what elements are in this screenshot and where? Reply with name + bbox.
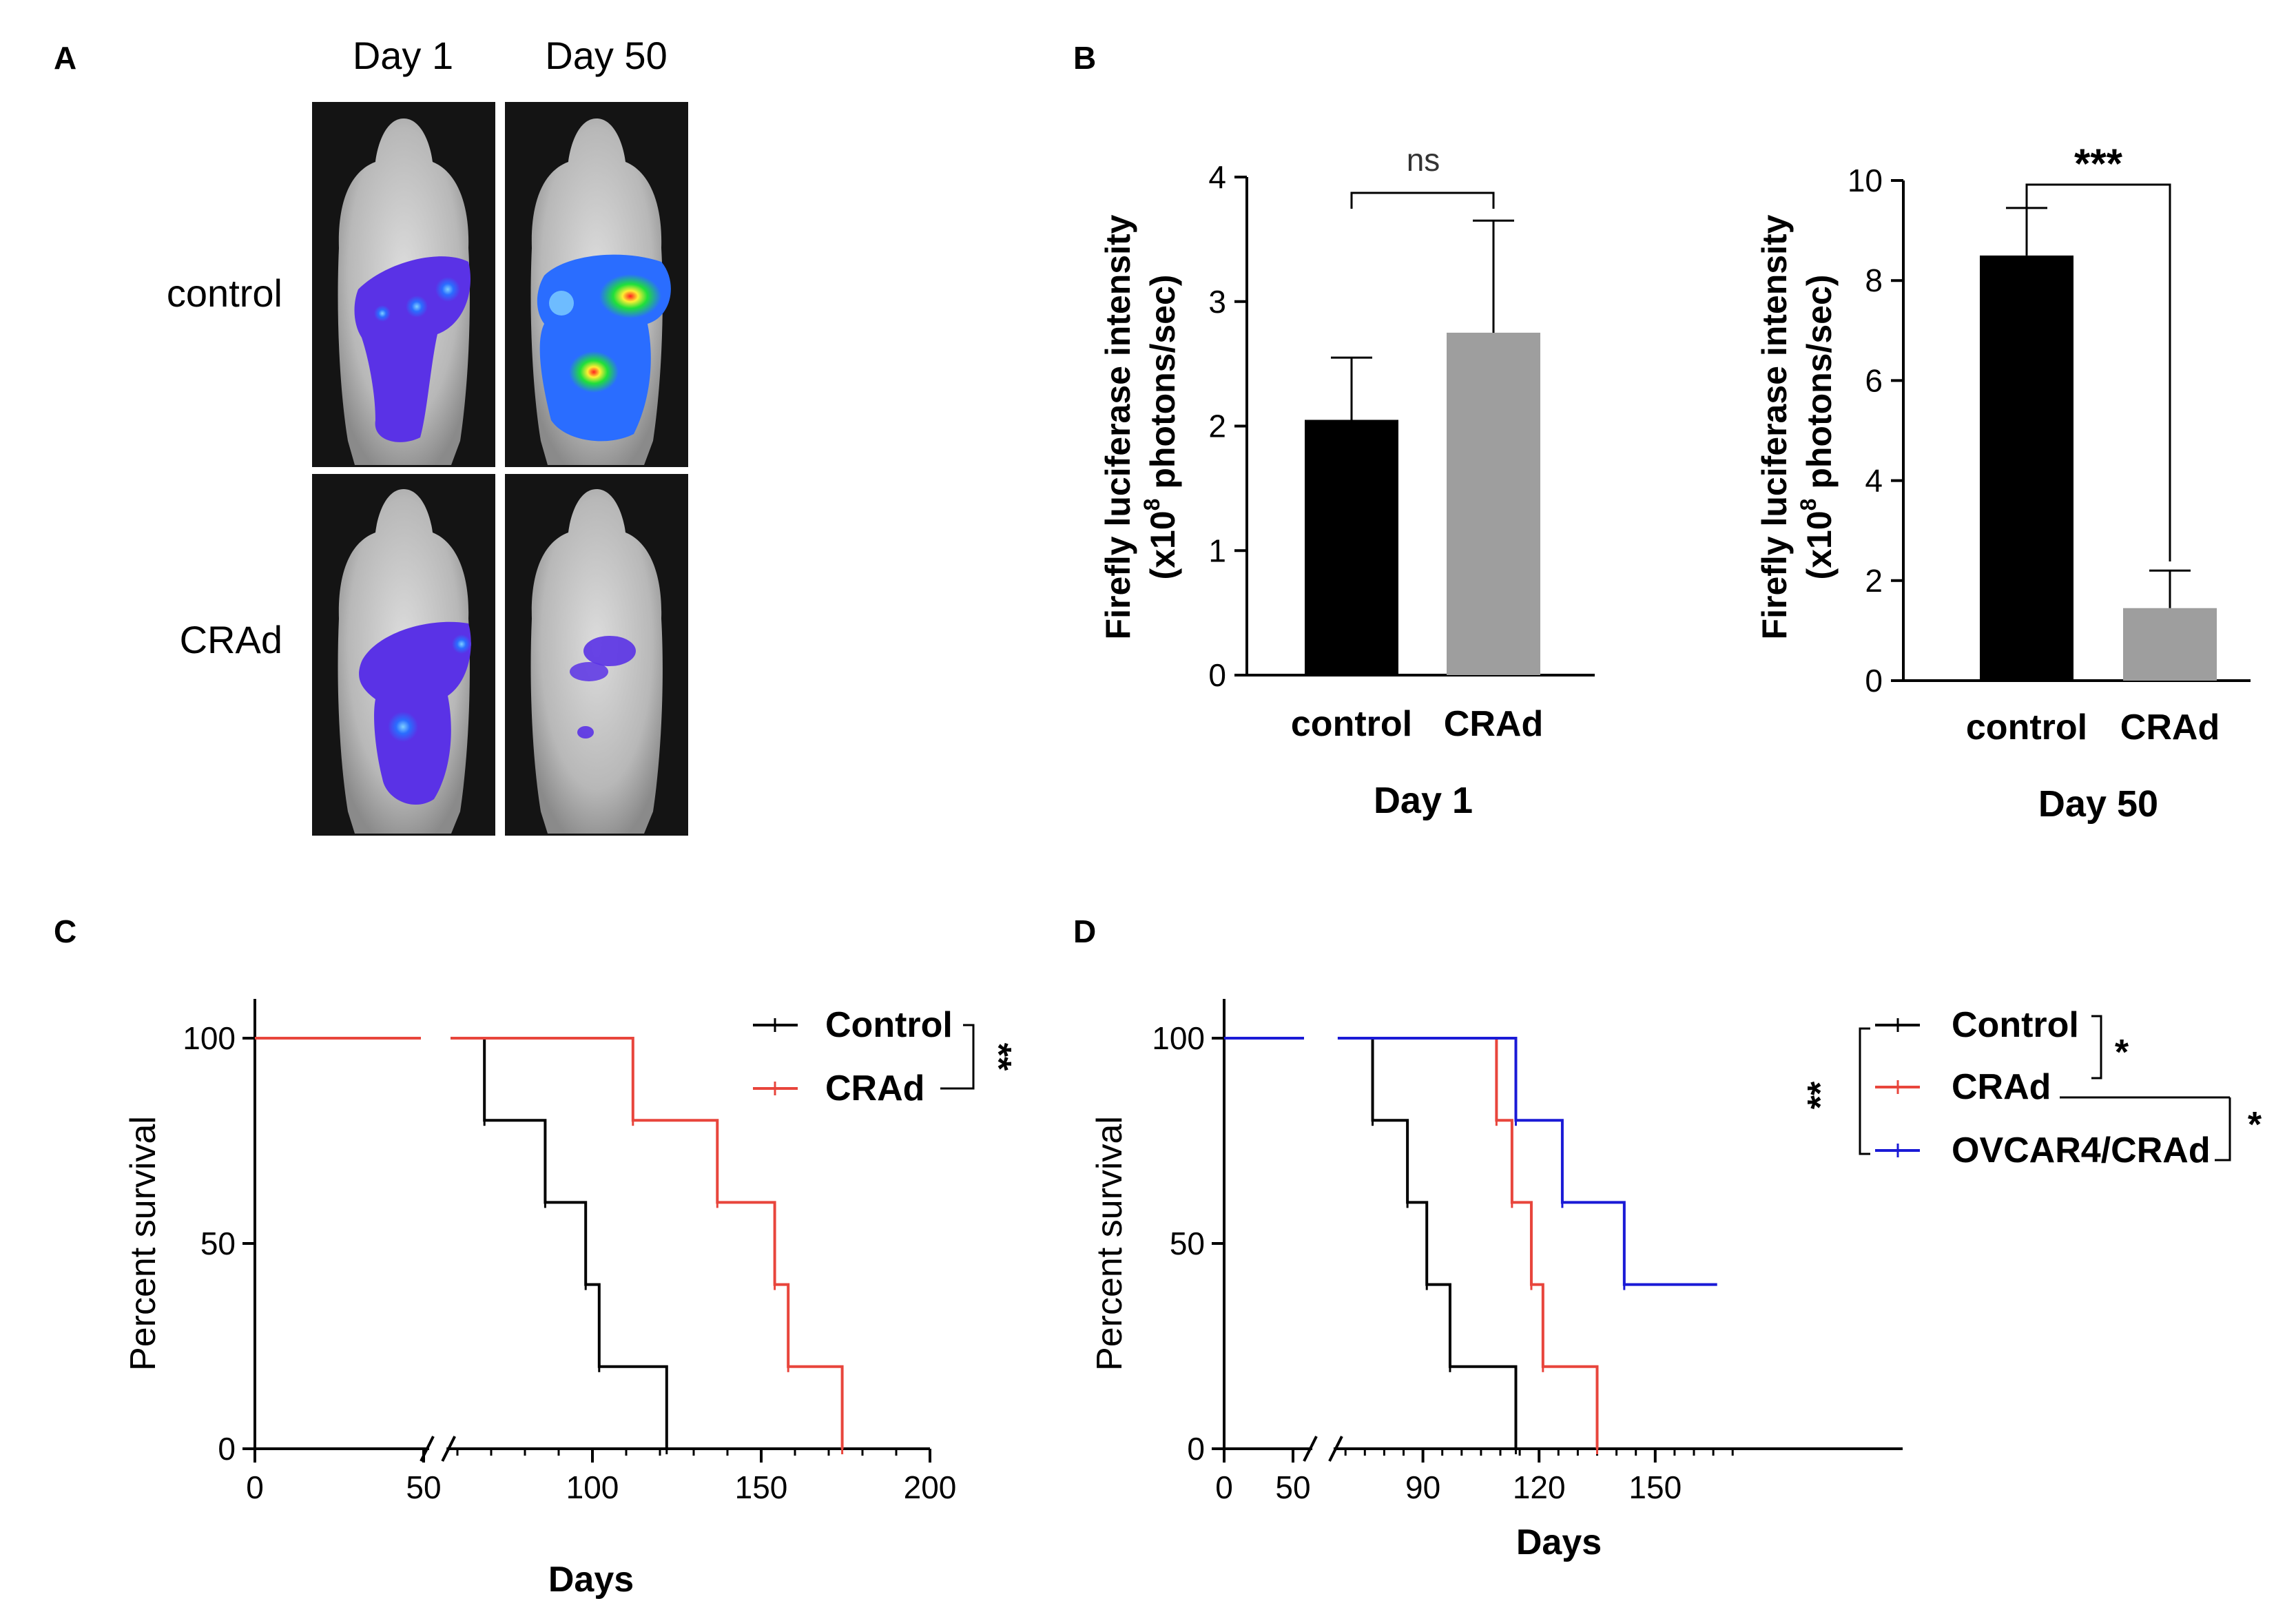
bar-crad xyxy=(1447,332,1540,675)
y-tick-label: 8 xyxy=(1865,262,1883,298)
bar-crad xyxy=(2123,608,2217,681)
b2-ylabel-line2: (x108 photons/sec) xyxy=(1796,275,1839,580)
panel-label-b: B xyxy=(1073,40,1096,76)
bar-control xyxy=(1305,420,1398,675)
y-tick-label: 3 xyxy=(1208,284,1226,320)
curve-crad xyxy=(451,1037,844,1449)
b1-ylabel-line2: (x108 photons/sec) xyxy=(1139,275,1182,580)
axis-break xyxy=(1328,1436,1343,1462)
x-tick-label: 50 xyxy=(406,1469,441,1505)
signal-region xyxy=(359,621,471,805)
x-tick-label: 150 xyxy=(735,1469,788,1505)
y-tick-label: 100 xyxy=(183,1020,236,1056)
panel-a: Day 1 Day 50 control CRAd xyxy=(167,34,688,836)
d-significance-3: ** xyxy=(1801,1081,1841,1109)
image-crad-day1 xyxy=(312,474,495,836)
y-tick-label: 1 xyxy=(1208,533,1226,568)
y-tick-label: 50 xyxy=(1170,1226,1205,1261)
b1-cat-crad: CRAd xyxy=(1444,704,1543,744)
b1-title: Day 1 xyxy=(1374,780,1473,821)
b2-significance: *** xyxy=(2074,141,2123,187)
curve-control xyxy=(1337,1037,1518,1449)
x-tick-label: 150 xyxy=(1628,1469,1682,1505)
d-xlabel: Days xyxy=(1516,1522,1602,1562)
curve-ovcar4-crad xyxy=(1337,1037,1717,1286)
c-legend: Control CRAd ** xyxy=(753,1005,1018,1108)
axis-break xyxy=(441,1436,456,1462)
x-tick-label: 50 xyxy=(1275,1469,1310,1505)
image-control-day1 xyxy=(312,102,495,467)
chart-b-day1: Firefly luciferase intensity (x108 photo… xyxy=(1099,142,1595,821)
y-tick-label: 0 xyxy=(1187,1431,1205,1467)
y-tick-label: 4 xyxy=(1208,159,1226,195)
x-tick-label: 200 xyxy=(904,1469,957,1505)
y-tick-label: 0 xyxy=(218,1431,236,1467)
row-label-control: control xyxy=(167,271,282,315)
signal-region xyxy=(583,636,636,666)
col-label-day50: Day 50 xyxy=(545,34,667,77)
chart-b-day50: Firefly luciferase intensity (x108 photo… xyxy=(1755,141,2251,825)
col-label-day1: Day 1 xyxy=(353,34,453,77)
d-legend-crad: CRAd xyxy=(1952,1067,2051,1107)
d-legend-control: Control xyxy=(1952,1005,2079,1045)
d-significance-1: * xyxy=(2115,1033,2129,1073)
y-tick-label: 4 xyxy=(1865,463,1883,499)
b2-cat-control: control xyxy=(1966,707,2087,747)
curve-control xyxy=(451,1037,668,1449)
image-control-day50 xyxy=(505,102,688,467)
b1-cat-control: control xyxy=(1291,704,1412,744)
b2-cat-crad: CRAd xyxy=(2120,707,2220,747)
b1-significance: ns xyxy=(1407,142,1440,178)
y-tick-label: 0 xyxy=(1865,663,1883,699)
bar-control xyxy=(1980,255,2073,681)
y-tick-label: 10 xyxy=(1848,163,1883,198)
c-ylabel: Percent survival xyxy=(123,1116,163,1371)
y-tick-label: 2 xyxy=(1865,563,1883,599)
c-significance: ** xyxy=(978,1043,1018,1071)
d-legend: Control CRAd OVCAR4/CRAd * * ** xyxy=(1801,1005,2262,1170)
y-tick-label: 6 xyxy=(1865,362,1883,398)
curve-crad xyxy=(1337,1037,1599,1449)
image-crad-day50 xyxy=(505,474,688,836)
b2-title: Day 50 xyxy=(2038,783,2158,825)
c-legend-control: Control xyxy=(825,1005,953,1045)
row-label-crad: CRAd xyxy=(180,618,282,661)
x-tick-label: 0 xyxy=(1215,1469,1233,1505)
c-xlabel: Days xyxy=(548,1560,634,1600)
c-legend-crad: CRAd xyxy=(825,1068,924,1108)
signal-region xyxy=(354,256,470,442)
d-ylabel: Percent survival xyxy=(1090,1116,1130,1371)
x-tick-label: 120 xyxy=(1513,1469,1566,1505)
axis-break xyxy=(1303,1436,1318,1462)
y-tick-label: 50 xyxy=(200,1226,236,1261)
panel-label-d: D xyxy=(1073,913,1096,949)
b1-ylabel-line1: Firefly luciferase intensity xyxy=(1099,214,1137,639)
d-legend-ovcar4: OVCAR4/CRAd xyxy=(1952,1130,2211,1170)
panel-label-c: C xyxy=(54,913,76,949)
x-tick-label: 0 xyxy=(246,1469,264,1505)
d-significance-2: * xyxy=(2248,1105,2262,1145)
b2-ylabel-line1: Firefly luciferase intensity xyxy=(1755,214,1794,639)
y-tick-label: 0 xyxy=(1208,657,1226,693)
x-tick-label: 100 xyxy=(566,1469,619,1505)
chart-c: Percent survival Days 0 50 100 0 50 100 150 200… xyxy=(123,999,1018,1600)
y-tick-label: 100 xyxy=(1152,1020,1205,1056)
y-tick-label: 2 xyxy=(1208,409,1226,444)
panel-label-a: A xyxy=(54,40,76,76)
x-tick-label: 90 xyxy=(1405,1469,1440,1505)
